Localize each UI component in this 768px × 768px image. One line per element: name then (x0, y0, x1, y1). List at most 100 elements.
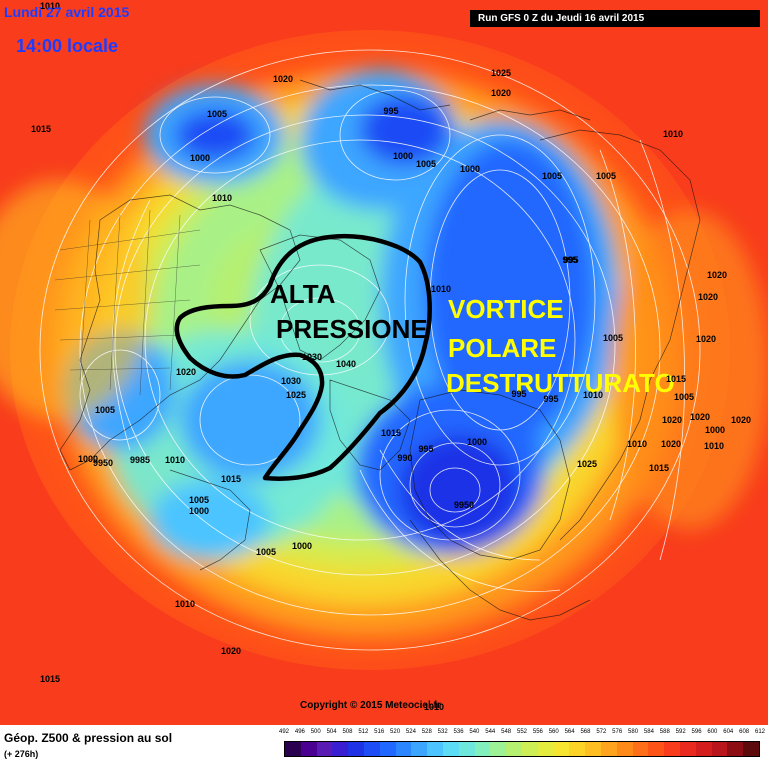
annotation-pressione: PRESSIONE (276, 314, 428, 344)
isobar-label: 1010 (175, 599, 195, 609)
isobar-label: 1010 (212, 193, 232, 203)
scale-label: 592 (675, 729, 686, 735)
isobar-label: 995 (418, 444, 433, 454)
legend-title: Géop. Z500 & pression au sol (4, 731, 173, 745)
scale-swatch (695, 742, 712, 756)
isobar-label: 1020 (731, 415, 751, 425)
scale-label: 508 (342, 729, 353, 735)
legend-subtitle: (+ 276h) (4, 749, 39, 759)
isobar-label: 1025 (577, 459, 597, 469)
color-scale-bar (284, 741, 760, 757)
scale-swatch (458, 742, 475, 756)
scale-label: 532 (437, 729, 448, 735)
scale-swatch (569, 742, 586, 756)
isobar-label: 1015 (221, 474, 241, 484)
scale-label: 576 (612, 729, 623, 735)
run-info-banner: Run GFS 0 Z du Jeudi 16 avril 2015 (470, 10, 760, 27)
scale-label: 536 (453, 729, 464, 735)
isobar-label: 1000 (190, 153, 210, 163)
scale-swatch (474, 742, 491, 756)
isobar-label: 990 (397, 453, 412, 463)
scale-label: 556 (532, 729, 543, 735)
scale-label: 608 (739, 729, 750, 735)
isobar-label: 1020 (221, 646, 241, 656)
isobar-label: 1010 (165, 455, 185, 465)
scale-label: 600 (707, 729, 718, 735)
scale-label: 572 (596, 729, 607, 735)
isobar-label: 1000 (292, 541, 312, 551)
isobar-label: 1010 (40, 1, 60, 11)
scale-swatch (442, 742, 459, 756)
isobar-label: 1020 (491, 88, 511, 98)
isobar-label: 1020 (696, 334, 716, 344)
scale-swatch (616, 742, 633, 756)
annotation-destrutturato: DESTRUTTURATO (446, 368, 675, 398)
scale-swatch (348, 742, 364, 756)
isobar-label: 995 (543, 394, 558, 404)
isobar-label: 995 (563, 255, 578, 265)
isobar-label: 1005 (542, 171, 562, 181)
isobar-label: 9950 (454, 500, 474, 510)
isobar-label: 1015 (666, 374, 686, 384)
scale-label: 612 (754, 729, 766, 735)
isobar-label: 1015 (649, 463, 669, 473)
scale-swatch (679, 742, 696, 756)
copyright-notice: Copyright © 2015 Meteociel.fr (300, 700, 441, 711)
scale-label: 544 (485, 729, 496, 735)
scale-swatch (506, 742, 522, 756)
scale-swatch (585, 742, 601, 756)
scale-label: 596 (691, 729, 702, 735)
isobar-label: 1000 (460, 164, 480, 174)
forecast-date: Lundi 27 avril 2015 (4, 4, 130, 20)
isobar-label: 9950 (93, 458, 113, 468)
coastlines (59, 79, 701, 621)
scale-label: 580 (628, 729, 639, 735)
scale-swatch (490, 742, 507, 756)
scale-swatch (664, 742, 680, 756)
annotation-vortice: VORTICE (448, 294, 564, 324)
isobar-label: 1005 (207, 109, 227, 119)
isobar-label: 1005 (596, 171, 616, 181)
isobar-label: 1020 (707, 270, 727, 280)
isobar-label: 1030 (281, 376, 301, 386)
scale-swatch (648, 742, 665, 756)
isobar-label: 1000 (78, 454, 98, 464)
isobar-label: 1015 (31, 124, 51, 134)
scale-label: 564 (564, 729, 575, 735)
isobar-label: 9985 (130, 455, 150, 465)
scale-swatch (727, 742, 744, 756)
isobar-label: 1020 (273, 74, 293, 84)
high-pressure-outline (174, 234, 432, 481)
scale-swatch (632, 742, 649, 756)
isobar-label: 1000 (393, 151, 413, 161)
scale-swatch (600, 742, 617, 756)
scale-swatch (285, 742, 301, 756)
scale-swatch (711, 742, 728, 756)
scale-label: 588 (659, 729, 670, 735)
scale-label: 504 (326, 729, 337, 735)
state-borders (54, 209, 201, 396)
isobar-label: 1015 (381, 428, 401, 438)
scale-swatch (300, 742, 317, 756)
weather-map: ALTA PRESSIONE VORTICE POLARE DESTRUTTUR… (0, 0, 768, 725)
isobar-label: 1010 (583, 390, 603, 400)
isobar-label: 1020 (176, 367, 196, 377)
isobar-label: 1015 (40, 674, 60, 684)
scale-label: 548 (501, 729, 512, 735)
annotation-polare: POLARE (448, 333, 556, 363)
isobar-label: 1005 (416, 159, 436, 169)
isobar-label: 1020 (698, 292, 718, 302)
scale-label: 516 (374, 729, 385, 735)
isobar-label: 995 (383, 106, 398, 116)
scale-swatch (332, 742, 349, 756)
footer-legend: Géop. Z500 & pression au sol (+ 276h) 49… (0, 725, 768, 768)
isobar-labels: 1010 1015 1020 1025 1020 1005 995 1000 1… (31, 1, 751, 712)
scale-label: 492 (278, 729, 290, 735)
scale-label: 584 (643, 729, 654, 735)
isobar-label: 1005 (603, 333, 623, 343)
scale-label: 604 (723, 729, 734, 735)
scale-swatch (553, 742, 570, 756)
isobar-label: 1000 (705, 425, 725, 435)
scale-swatch (395, 742, 412, 756)
scale-label: 496 (294, 729, 305, 735)
